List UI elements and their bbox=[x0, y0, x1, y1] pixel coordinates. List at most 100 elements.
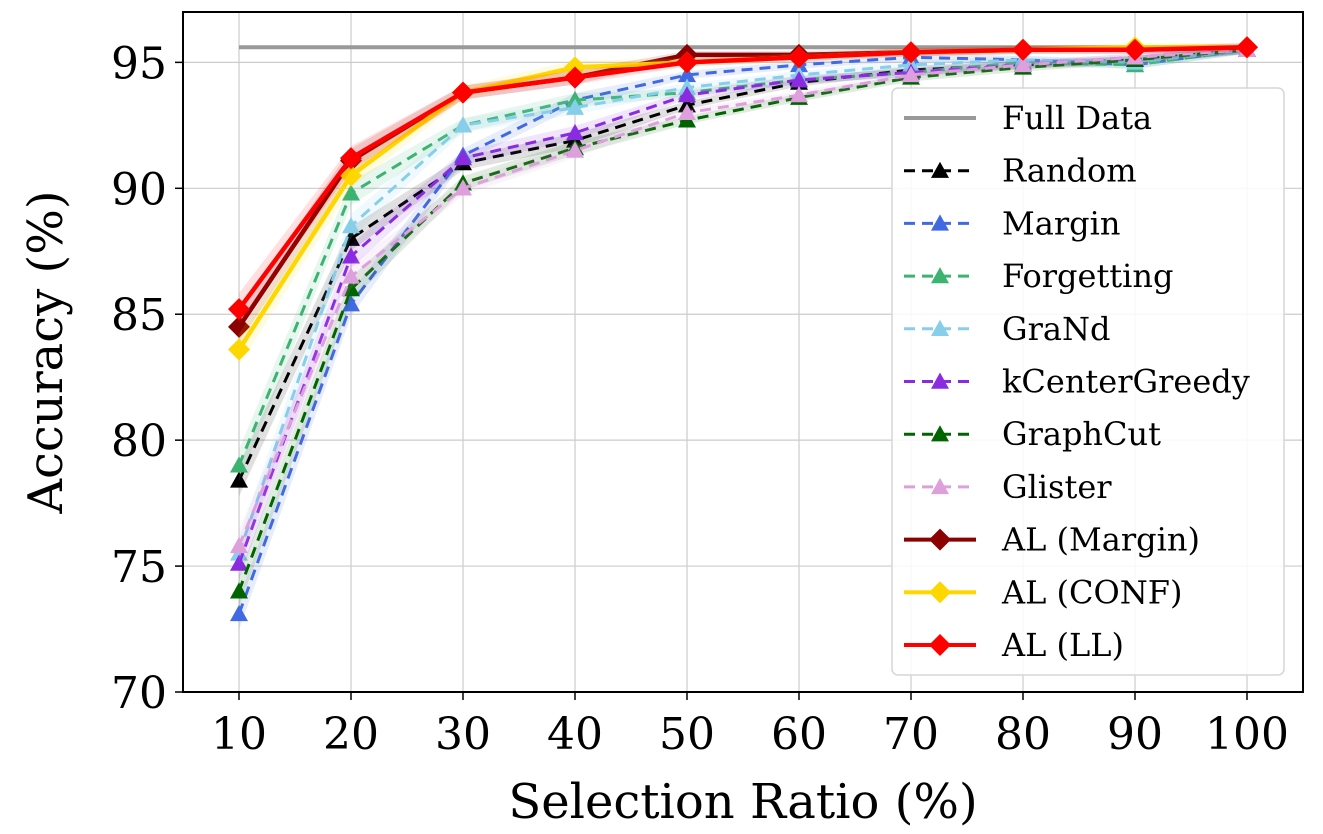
series-line bbox=[237, 48, 1248, 547]
x-tick-label: 50 bbox=[659, 709, 715, 760]
legend-label: Glister bbox=[1002, 468, 1112, 506]
data-point bbox=[678, 103, 696, 120]
legend-item-al-conf: AL (CONF) bbox=[904, 573, 1182, 611]
x-axis-title: Selection Ratio (%) bbox=[508, 774, 977, 830]
data-point bbox=[340, 147, 362, 170]
plot-frame bbox=[182, 11, 1304, 693]
data-point bbox=[230, 536, 248, 554]
y-tick-label: 90 bbox=[111, 164, 167, 215]
legend-label: AL (Margin) bbox=[1001, 521, 1200, 559]
x-tick-label: 80 bbox=[995, 709, 1051, 760]
legend-item-al-ll: AL (LL) bbox=[904, 626, 1124, 664]
data-point bbox=[790, 86, 808, 103]
legend-label: GraNd bbox=[1002, 310, 1110, 348]
legend-marker bbox=[931, 372, 949, 389]
legend-item-forgetting: Forgetting bbox=[904, 257, 1173, 295]
x-tick-label: 70 bbox=[883, 709, 939, 760]
x-tick-label: 100 bbox=[1205, 709, 1289, 760]
legend-label: Random bbox=[1002, 152, 1137, 190]
data-point bbox=[340, 164, 362, 187]
data-point bbox=[1124, 38, 1146, 61]
data-point bbox=[678, 86, 696, 103]
series-line bbox=[237, 48, 1248, 615]
data-point bbox=[1014, 55, 1032, 73]
data-point bbox=[454, 149, 472, 166]
data-point bbox=[454, 116, 472, 133]
series-group bbox=[228, 36, 1258, 630]
data-point bbox=[228, 298, 250, 321]
data-point bbox=[228, 315, 250, 338]
data-point bbox=[566, 123, 584, 141]
data-point bbox=[900, 41, 922, 64]
data-point bbox=[902, 65, 920, 83]
data-point bbox=[342, 217, 360, 234]
confidence-band bbox=[239, 45, 1247, 562]
legend-box bbox=[891, 87, 1285, 676]
axis-ticks: 10 20 30 40 50 60 70 80 90 100 70 75 80 85 90 95 bbox=[111, 38, 1289, 760]
x-tick-label: 60 bbox=[771, 709, 827, 760]
series-line bbox=[237, 48, 1248, 592]
data-point bbox=[342, 267, 360, 284]
legend-item-al-margin: AL (Margin) bbox=[904, 521, 1200, 559]
y-tick-label: 75 bbox=[111, 542, 167, 593]
legend-label: GraphCut bbox=[1002, 415, 1161, 453]
legend-item-glister: Glister bbox=[904, 468, 1112, 506]
data-point bbox=[452, 81, 474, 104]
legend-label: Forgetting bbox=[1002, 257, 1173, 295]
data-point bbox=[230, 471, 248, 488]
y-axis-title: Accuracy (%) bbox=[18, 190, 74, 514]
series-al-ll bbox=[228, 36, 1258, 326]
data-point bbox=[564, 66, 586, 89]
data-point bbox=[230, 554, 248, 571]
legend-marker bbox=[931, 319, 949, 336]
legend-item-grand: GraNd bbox=[904, 310, 1110, 348]
data-point bbox=[790, 71, 808, 88]
legend-item-graphcut: GraphCut bbox=[904, 415, 1161, 453]
legend-marker bbox=[931, 267, 949, 284]
data-point bbox=[228, 338, 250, 361]
legend-marker bbox=[931, 214, 949, 231]
legend-item-kcentergreedy: kCenterGreedy bbox=[904, 363, 1250, 401]
legend-item-random: Random bbox=[904, 152, 1137, 190]
data-point bbox=[230, 456, 248, 473]
confidence-band bbox=[239, 45, 1247, 497]
legend-marker bbox=[931, 161, 949, 178]
data-point bbox=[342, 247, 360, 264]
legend-label: kCenterGreedy bbox=[1002, 363, 1250, 401]
data-point bbox=[1012, 38, 1034, 61]
y-tick-label: 85 bbox=[111, 290, 167, 341]
data-point bbox=[454, 179, 472, 196]
data-point bbox=[342, 295, 360, 312]
data-point bbox=[230, 604, 248, 622]
data-point bbox=[566, 98, 584, 115]
legend-marker bbox=[929, 634, 951, 656]
y-tick-label: 80 bbox=[111, 416, 167, 467]
x-tick-label: 10 bbox=[211, 709, 267, 760]
data-point bbox=[230, 582, 248, 599]
data-point bbox=[788, 46, 810, 69]
data-point bbox=[678, 65, 696, 83]
legend-label: Margin bbox=[1002, 204, 1120, 242]
data-point bbox=[566, 141, 584, 158]
y-tick-label: 70 bbox=[111, 668, 167, 719]
legend-label: Full Data bbox=[1002, 99, 1152, 137]
legend: Full Data Random Margin Forgetting GraNd kCen… bbox=[891, 87, 1285, 676]
series-line bbox=[237, 45, 1248, 311]
legend-item-full-data: Full Data bbox=[904, 99, 1152, 137]
legend-label: AL (LL) bbox=[1001, 626, 1124, 664]
data-point bbox=[676, 51, 698, 74]
legend-label: AL (CONF) bbox=[1001, 573, 1182, 611]
x-tick-label: 30 bbox=[435, 709, 491, 760]
legend-marker bbox=[929, 581, 951, 604]
legend-marker bbox=[931, 425, 949, 442]
legend-item-margin: Margin bbox=[904, 204, 1120, 242]
legend-marker bbox=[931, 477, 949, 495]
data-point bbox=[342, 184, 360, 201]
y-tick-label: 95 bbox=[111, 38, 167, 89]
data-point bbox=[342, 280, 360, 297]
x-tick-label: 90 bbox=[1107, 709, 1163, 760]
legend-marker bbox=[929, 528, 951, 551]
data-point bbox=[1236, 36, 1258, 59]
x-tick-label: 20 bbox=[323, 709, 379, 760]
